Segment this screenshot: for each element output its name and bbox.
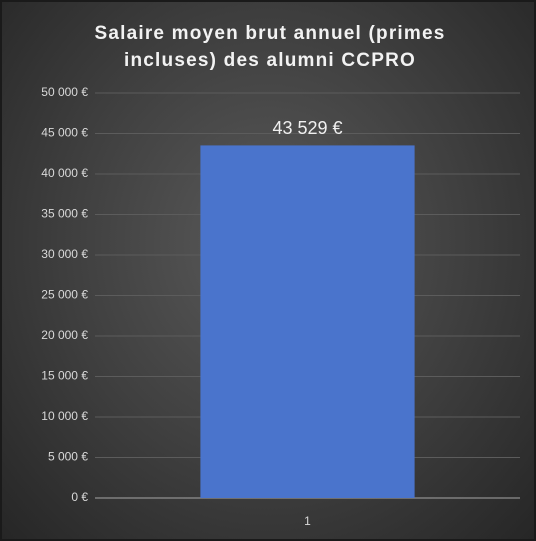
y-tick-label: 30 000 € bbox=[41, 247, 88, 261]
y-tick-label: 5 000 € bbox=[48, 450, 88, 464]
x-tick-label: 1 bbox=[304, 514, 311, 528]
bar bbox=[200, 145, 415, 498]
y-tick-label: 20 000 € bbox=[41, 328, 88, 342]
y-tick-label: 15 000 € bbox=[41, 369, 88, 383]
value-label: 43 529 € bbox=[272, 118, 342, 138]
y-tick-label: 25 000 € bbox=[41, 288, 88, 302]
y-tick-label: 0 € bbox=[71, 490, 88, 504]
y-tick-label: 45 000 € bbox=[41, 126, 88, 140]
y-tick-label: 10 000 € bbox=[41, 409, 88, 423]
chart-title: Salaire moyen brut annuel (primes inclus… bbox=[94, 23, 446, 71]
y-tick-label: 50 000 € bbox=[41, 85, 88, 99]
y-tick-label: 40 000 € bbox=[41, 166, 88, 180]
y-tick-label: 35 000 € bbox=[41, 207, 88, 221]
